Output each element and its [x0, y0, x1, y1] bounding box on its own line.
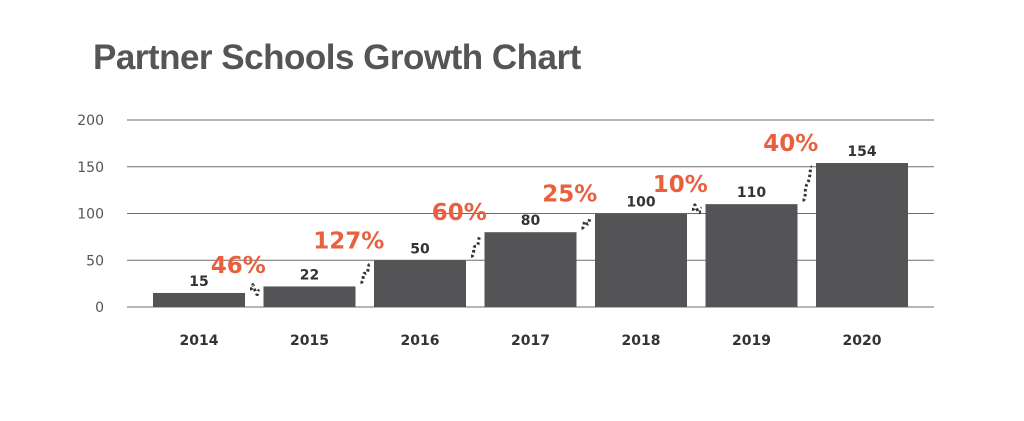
y-tick-label: 50 — [86, 253, 104, 269]
bar — [595, 213, 687, 307]
growth-connector — [581, 216, 592, 230]
growth-label: 10% — [653, 172, 708, 198]
y-tick-label: 0 — [95, 300, 104, 316]
x-tick-label: 2014 — [180, 333, 219, 349]
bar-value-label: 100 — [626, 195, 655, 211]
bar-value-label: 80 — [521, 213, 541, 229]
bar-value-label: 22 — [300, 267, 319, 283]
x-tick-label: 2015 — [290, 333, 329, 349]
growth-label: 60% — [432, 200, 487, 226]
growth-connector — [470, 234, 482, 258]
bar-value-label: 110 — [737, 185, 766, 201]
y-tick-label: 200 — [77, 113, 104, 129]
x-tick-label: 2020 — [843, 333, 882, 349]
bar-value-label: 154 — [847, 144, 876, 160]
y-tick-label: 100 — [77, 207, 104, 223]
bar-value-label: 15 — [189, 274, 208, 290]
bar — [153, 292, 245, 307]
growth-label: 40% — [763, 131, 818, 157]
bar — [374, 260, 466, 307]
bar — [484, 232, 577, 307]
growth-label: 25% — [542, 182, 597, 208]
x-tick-label: 2017 — [511, 333, 550, 349]
growth-label: 127% — [313, 228, 384, 254]
growth-connector — [360, 262, 371, 284]
y-tick-label: 150 — [77, 160, 104, 176]
x-tick-label: 2018 — [622, 333, 661, 349]
chart-title: Partner Schools Growth Chart — [93, 38, 581, 77]
growth-connector — [802, 165, 813, 202]
bar — [263, 286, 356, 307]
x-tick-label: 2019 — [732, 333, 771, 349]
growth-label: 46% — [211, 253, 266, 279]
bar — [705, 204, 798, 307]
bar-value-label: 50 — [410, 241, 430, 257]
bar — [816, 163, 908, 307]
growth-connector — [691, 203, 703, 215]
x-tick-label: 2016 — [401, 333, 440, 349]
growth-connector — [249, 283, 261, 297]
